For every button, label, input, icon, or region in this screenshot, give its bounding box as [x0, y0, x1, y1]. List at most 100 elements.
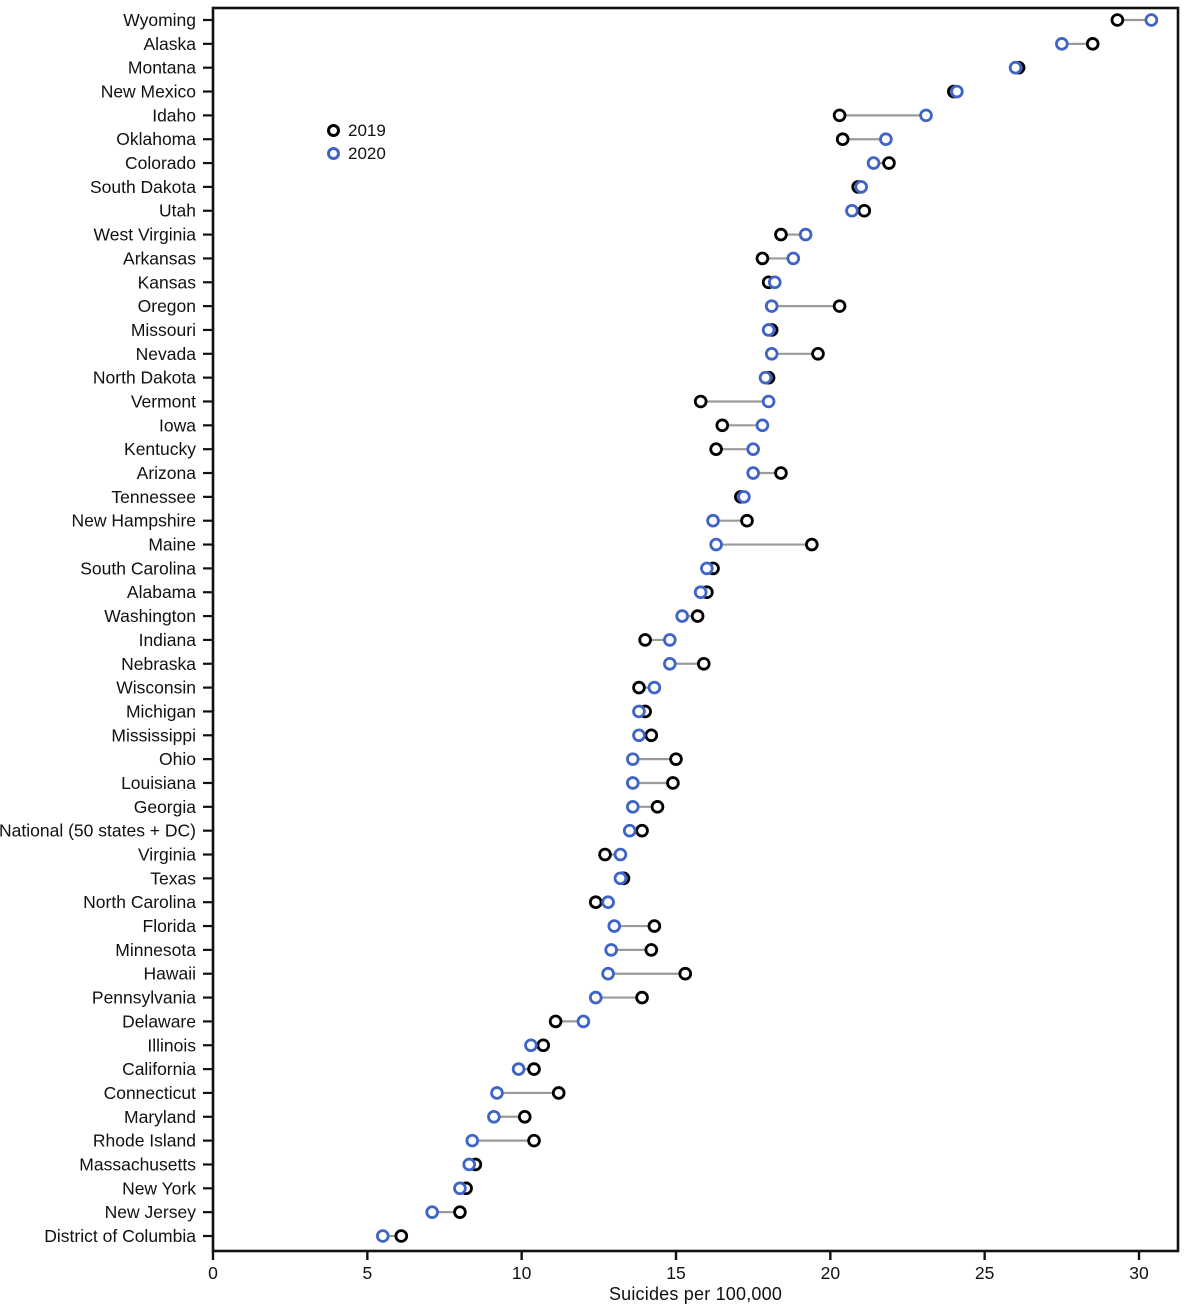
- data-point-2019: [832, 299, 847, 313]
- row-label: Michigan: [126, 701, 196, 721]
- data-point-2019: [774, 466, 788, 480]
- row-label: Arizona: [137, 463, 197, 483]
- legend-label-2019: 2019: [348, 120, 386, 140]
- data-point-2020: [761, 394, 776, 409]
- data-point-2019: [835, 132, 850, 147]
- row-label: Maryland: [124, 1107, 196, 1127]
- row-label: Virginia: [138, 845, 196, 865]
- data-point-2019: [805, 537, 819, 552]
- data-point-2019: [644, 943, 659, 957]
- data-point-2019: [678, 966, 693, 981]
- row-label: Florida: [143, 916, 197, 936]
- row-label: New Mexico: [101, 82, 196, 102]
- x-tick-label: 5: [362, 1263, 372, 1283]
- data-point-2019: [709, 442, 723, 456]
- row-label: Idaho: [152, 105, 196, 125]
- row-label: Texas: [150, 868, 196, 888]
- data-point-2019: [669, 752, 683, 766]
- row-label: Maine: [148, 535, 196, 555]
- row-label: Kentucky: [124, 439, 196, 459]
- data-point-2020: [746, 466, 760, 480]
- data-point-2020: [607, 919, 622, 933]
- data-point-2020: [706, 513, 720, 528]
- legend-marker-2019-icon: [327, 124, 340, 137]
- data-point-2020: [693, 585, 708, 600]
- data-point-2020: [845, 203, 859, 218]
- row-label: Pennsylvania: [92, 988, 196, 1008]
- data-point-2020: [601, 895, 615, 909]
- data-point-2020: [761, 323, 776, 337]
- row-label: California: [122, 1059, 196, 1079]
- data-point-2019: [527, 1133, 541, 1148]
- data-point-2019: [1110, 13, 1125, 27]
- data-point-2020: [709, 537, 723, 552]
- row-label: Massachusetts: [79, 1154, 196, 1174]
- data-point-2020: [919, 108, 933, 123]
- data-point-2019: [882, 156, 896, 170]
- data-point-2019: [650, 800, 665, 814]
- data-point-2020: [490, 1086, 504, 1100]
- data-point-2020: [1008, 60, 1023, 75]
- data-point-2020: [511, 1062, 526, 1076]
- chart-legend: 2019 2020: [327, 119, 386, 165]
- legend-item-2019: 2019: [327, 119, 386, 142]
- data-point-2020: [786, 251, 801, 266]
- x-tick-label: 20: [821, 1263, 841, 1283]
- data-point-2020: [625, 800, 640, 814]
- data-point-2019: [635, 823, 649, 838]
- data-point-2020: [755, 418, 770, 433]
- row-label: District of Columbia: [44, 1226, 196, 1246]
- data-point-2019: [598, 847, 612, 862]
- row-label: Oregon: [138, 296, 196, 316]
- row-label: Nebraska: [121, 654, 196, 674]
- row-label: Hawaii: [143, 964, 196, 984]
- row-label: Minnesota: [115, 940, 196, 960]
- row-label: Nevada: [136, 344, 197, 364]
- data-point-2020: [613, 871, 628, 886]
- data-point-2020: [625, 752, 640, 766]
- row-label: Alabama: [127, 582, 196, 602]
- data-point-2020: [764, 347, 779, 361]
- data-point-2020: [746, 442, 760, 456]
- row-label: New Jersey: [105, 1202, 197, 1222]
- data-point-2020: [604, 943, 618, 957]
- data-point-2020: [879, 132, 893, 147]
- row-label: Wyoming: [123, 10, 196, 30]
- row-label: Indiana: [139, 630, 197, 650]
- data-point-2020: [950, 84, 964, 99]
- x-axis-title: Suicides per 100,000: [608, 1284, 783, 1304]
- data-point-2020: [465, 1133, 480, 1148]
- row-label: Oklahoma: [116, 129, 196, 149]
- legend-label-2020: 2020: [348, 143, 386, 163]
- data-point-2019: [755, 251, 770, 266]
- row-label: Montana: [128, 58, 196, 78]
- row-label: South Dakota: [90, 177, 196, 197]
- data-point-2020: [663, 656, 677, 671]
- plot-frame: [211, 6, 1180, 1253]
- data-point-2019: [527, 1062, 541, 1076]
- row-label: National (50 states + DC): [0, 821, 196, 841]
- data-point-2019: [548, 1014, 563, 1029]
- data-point-2020: [462, 1157, 476, 1172]
- data-point-2019: [647, 919, 662, 933]
- row-label: West Virginia: [94, 225, 197, 245]
- data-point-2019: [696, 656, 711, 671]
- x-tick-label: 25: [975, 1263, 994, 1283]
- row-label: Georgia: [134, 797, 197, 817]
- data-point-2020: [866, 156, 881, 170]
- data-point-2019: [690, 609, 705, 623]
- data-point-2020: [647, 680, 662, 695]
- data-point-2020: [854, 180, 868, 194]
- data-point-2020: [625, 776, 640, 790]
- row-label: Tennessee: [111, 487, 196, 507]
- x-tick-label: 0: [208, 1263, 218, 1283]
- data-point-2020: [375, 1229, 390, 1243]
- data-point-2019: [638, 633, 652, 647]
- data-point-2019: [715, 418, 730, 433]
- data-point-2020: [622, 823, 637, 838]
- data-point-2020: [588, 990, 603, 1005]
- data-point-2020: [767, 275, 782, 290]
- data-point-2019: [693, 394, 708, 409]
- row-label: Illinois: [147, 1035, 196, 1055]
